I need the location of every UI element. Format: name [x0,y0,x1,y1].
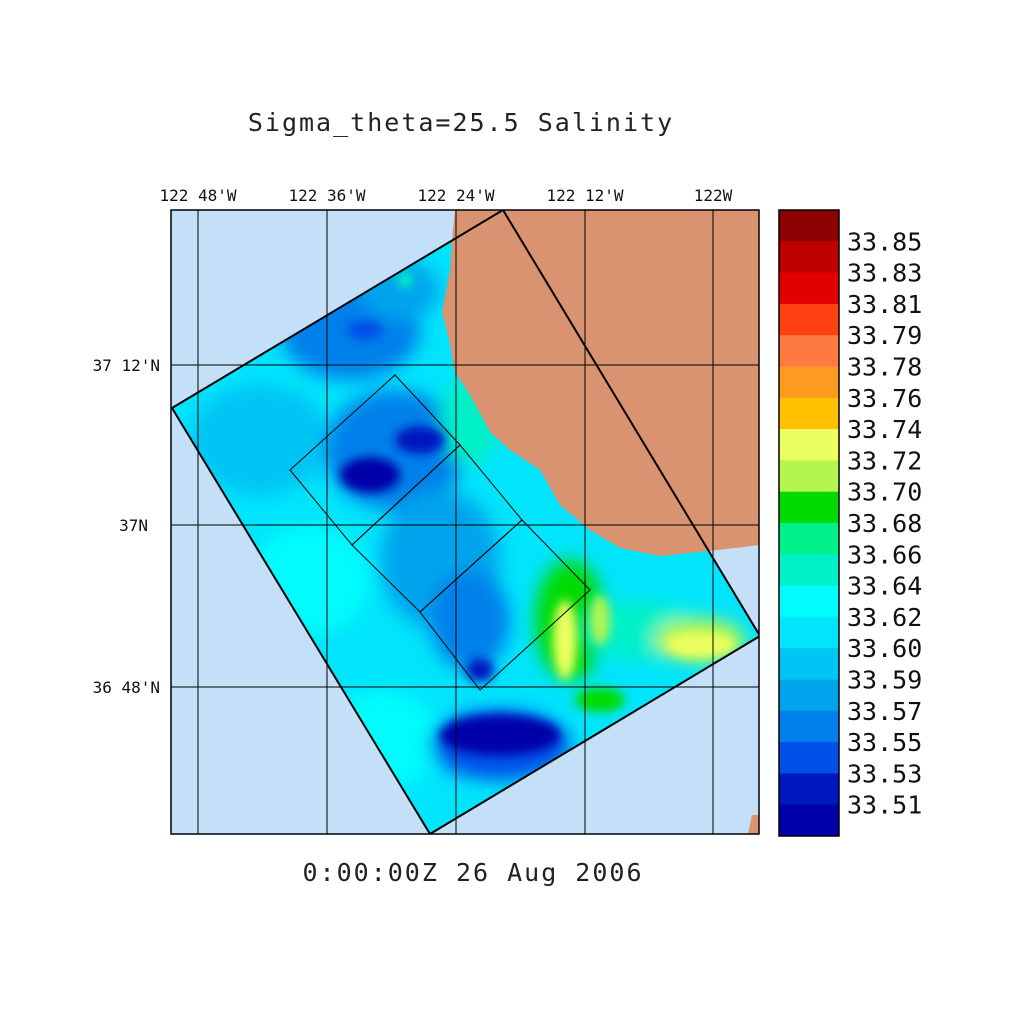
legend-color-swatch [779,210,839,242]
lon-label: 122 36'W [288,186,365,205]
legend-color-swatch [779,585,839,618]
land-fragment [748,815,759,834]
legend-label: 33.66 [847,540,922,569]
lat-label: 37 12'N [93,356,160,375]
legend-label: 33.53 [847,759,922,788]
lon-label: 122 48'W [159,186,236,205]
lon-label: 122 24'W [417,186,494,205]
legend-color-swatch [779,773,839,806]
legend-color-swatch [779,523,839,555]
legend-color-swatch [779,429,839,461]
legend-frame [778,209,840,837]
legend-label: 33.57 [847,697,922,726]
map-frame [170,209,760,835]
lon-label: 122W [694,186,733,205]
legend-color-swatch [779,460,839,493]
legend-label: 33.72 [847,446,922,475]
model-domain-outline [171,210,759,834]
legend-color-swatch [779,335,839,367]
lon-label: 122 12'W [546,186,623,205]
legend-color-swatch [779,554,839,587]
legend-color-swatch [779,616,839,649]
legend-color-swatch [779,804,839,837]
timestamp: 0:00:00Z 26 Aug 2006 [302,858,644,887]
legend-color-swatch [779,303,839,336]
legend-color-swatch [779,366,839,399]
legend-color-swatch [779,742,839,774]
legend-label: 33.74 [847,415,922,444]
legend-label: 33.78 [847,353,922,382]
lat-label: 36 48'N [93,678,160,697]
coastline-land [442,210,759,556]
legend-label: 33.79 [847,321,922,350]
legend-color-swatch [779,397,839,430]
legend-label: 33.81 [847,290,922,319]
legend-label: 33.62 [847,603,922,632]
legend-color-swatch [779,710,839,743]
legend-color-swatch [779,679,839,712]
legend-label: 33.60 [847,634,922,663]
legend-color-swatch [779,491,839,524]
graticule [171,210,759,834]
legend-label: 33.68 [847,509,922,538]
lat-label: 37N [119,516,148,535]
legend-label: 33.76 [847,384,922,413]
legend-color-swatch [779,241,839,274]
legend-label: 33.51 [847,791,922,820]
legend-color-swatch [779,648,839,680]
legend-color-swatch [779,272,839,305]
legend-label: 33.85 [847,227,922,256]
legend-label: 33.64 [847,572,922,601]
map-title: Sigma_theta=25.5 Salinity [247,108,675,137]
sampling-box-3 [419,519,591,691]
legend-label: 33.70 [847,478,922,507]
legend-label: 33.83 [847,259,922,288]
legend-label: 33.55 [847,728,922,757]
legend-label: 33.59 [847,666,922,695]
